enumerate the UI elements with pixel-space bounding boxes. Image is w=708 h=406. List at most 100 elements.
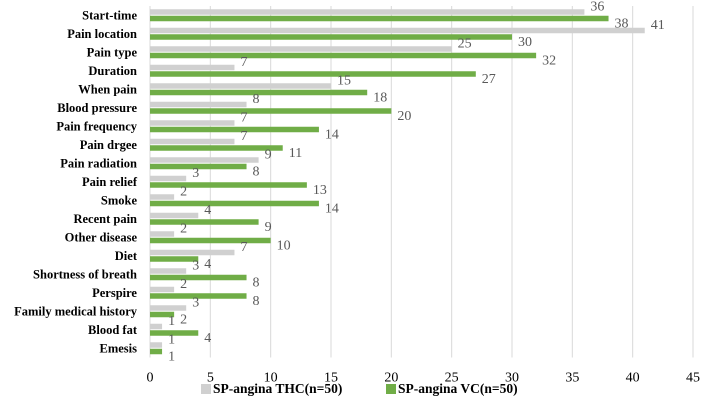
value-label-thc: 2 xyxy=(180,184,187,199)
bar-vc xyxy=(150,108,392,114)
category-label: Smoke xyxy=(101,193,138,207)
bar-thc xyxy=(150,138,235,145)
value-label-thc: 7 xyxy=(240,55,247,70)
value-label-thc: 36 xyxy=(590,0,604,14)
category-label: Emesis xyxy=(100,341,138,355)
value-label-thc: 1 xyxy=(168,314,175,329)
category-labels: Start-time Pain location Pain type Duration… xyxy=(14,8,138,355)
bar-vc xyxy=(150,182,307,188)
bar-vc xyxy=(150,15,609,22)
value-label-vc: 11 xyxy=(289,146,302,161)
category-label: Pain relief xyxy=(82,175,138,189)
bar-vc xyxy=(150,237,271,244)
value-label-vc: 4 xyxy=(204,331,211,346)
value-label-thc: 3 xyxy=(192,166,199,181)
x-tick-label: 10 xyxy=(264,371,278,386)
value-label-vc: 1 xyxy=(168,349,175,364)
value-label-thc: 41 xyxy=(651,18,665,33)
bar-vc xyxy=(150,330,199,336)
bar-vc xyxy=(150,256,199,262)
bars xyxy=(150,9,645,355)
value-label-vc: 8 xyxy=(253,294,260,309)
value-label-thc: 7 xyxy=(240,110,247,125)
bar-thc xyxy=(150,268,187,274)
category-label: Diet xyxy=(115,249,138,263)
value-label-vc: 14 xyxy=(325,201,339,216)
bar-vc xyxy=(150,293,247,299)
category-label: Pain radiation xyxy=(60,156,137,170)
bar-vc xyxy=(150,348,163,355)
bar-vc xyxy=(150,311,175,318)
value-label-vc: 14 xyxy=(325,127,339,142)
bar-thc xyxy=(150,120,235,126)
x-tick-label: 5 xyxy=(207,371,214,386)
bar-vc xyxy=(150,200,319,207)
value-label-vc: 30 xyxy=(518,35,532,50)
bar-thc xyxy=(150,64,235,71)
value-label-thc: 7 xyxy=(240,129,247,144)
category-label: Start-time xyxy=(82,8,137,22)
value-label-thc: 1 xyxy=(168,332,175,347)
category-label: When pain xyxy=(78,82,137,96)
x-tick-label: 40 xyxy=(626,371,640,386)
bar-vc xyxy=(150,52,537,59)
legend-label-vc: SP-angina VC(n=50) xyxy=(398,381,518,396)
legend-swatch-vc xyxy=(386,384,396,394)
category-label: Blood pressure xyxy=(57,101,137,115)
bar-thc xyxy=(150,9,585,15)
value-label-vc: 2 xyxy=(180,312,187,327)
value-label-vc: 8 xyxy=(253,275,260,290)
value-label-vc: 38 xyxy=(615,16,629,31)
bar-thc xyxy=(150,83,331,89)
x-tick-label: 25 xyxy=(445,371,459,386)
category-label: Pain frequency xyxy=(56,119,137,133)
bar-thc xyxy=(150,342,163,348)
value-label-thc: 25 xyxy=(458,36,472,51)
bar-thc xyxy=(150,286,175,293)
value-label-vc: 4 xyxy=(204,257,211,272)
value-label-thc: 7 xyxy=(240,240,247,255)
value-label-thc: 15 xyxy=(337,73,351,88)
x-tick-label: 45 xyxy=(686,371,700,386)
value-label-vc: 20 xyxy=(397,109,411,124)
value-label-thc: 2 xyxy=(180,221,187,236)
value-label-thc: 8 xyxy=(253,92,260,107)
value-label-thc: 2 xyxy=(180,277,187,292)
legend-label-thc: SP-angina THC(n=50) xyxy=(213,381,342,396)
value-label-vc: 8 xyxy=(253,164,260,179)
bar-thc xyxy=(150,212,199,219)
bar-thc xyxy=(150,194,175,200)
value-label-thc: 3 xyxy=(192,258,199,273)
x-tick-label: 0 xyxy=(147,371,154,386)
category-label: Pain location xyxy=(67,27,137,41)
x-axis-ticks: 0 5 10 15 20 25 30 35 40 45 xyxy=(147,371,701,386)
bar-vc xyxy=(150,219,259,225)
bar-thc xyxy=(150,27,645,34)
bar-thc xyxy=(150,46,452,52)
bar-vc xyxy=(150,71,476,77)
value-label-vc: 32 xyxy=(542,53,556,68)
value-label-thc: 9 xyxy=(265,147,272,162)
category-label: Duration xyxy=(88,64,137,78)
bar-vc xyxy=(150,126,319,133)
bar-vc xyxy=(150,274,247,281)
legend-swatch-thc xyxy=(201,384,211,394)
bar-vc xyxy=(150,89,368,96)
value-label-vc: 9 xyxy=(265,220,272,235)
bar-vc xyxy=(150,34,512,40)
bar-thc xyxy=(150,175,187,182)
category-label: Pain drgee xyxy=(80,138,138,152)
value-label-thc: 3 xyxy=(192,295,199,310)
value-label-vc: 27 xyxy=(482,72,496,87)
category-label: Family medical history xyxy=(14,304,138,318)
value-label-vc: 13 xyxy=(313,183,327,198)
bar-thc xyxy=(150,101,247,108)
gridlines xyxy=(149,6,694,358)
value-label-vc: 18 xyxy=(373,90,387,105)
x-tick-label: 20 xyxy=(384,371,398,386)
bar-thc xyxy=(150,305,187,311)
value-label-thc: 4 xyxy=(204,203,211,218)
legend: SP-angina THC(n=50) SP-angina VC(n=50) xyxy=(201,381,518,396)
